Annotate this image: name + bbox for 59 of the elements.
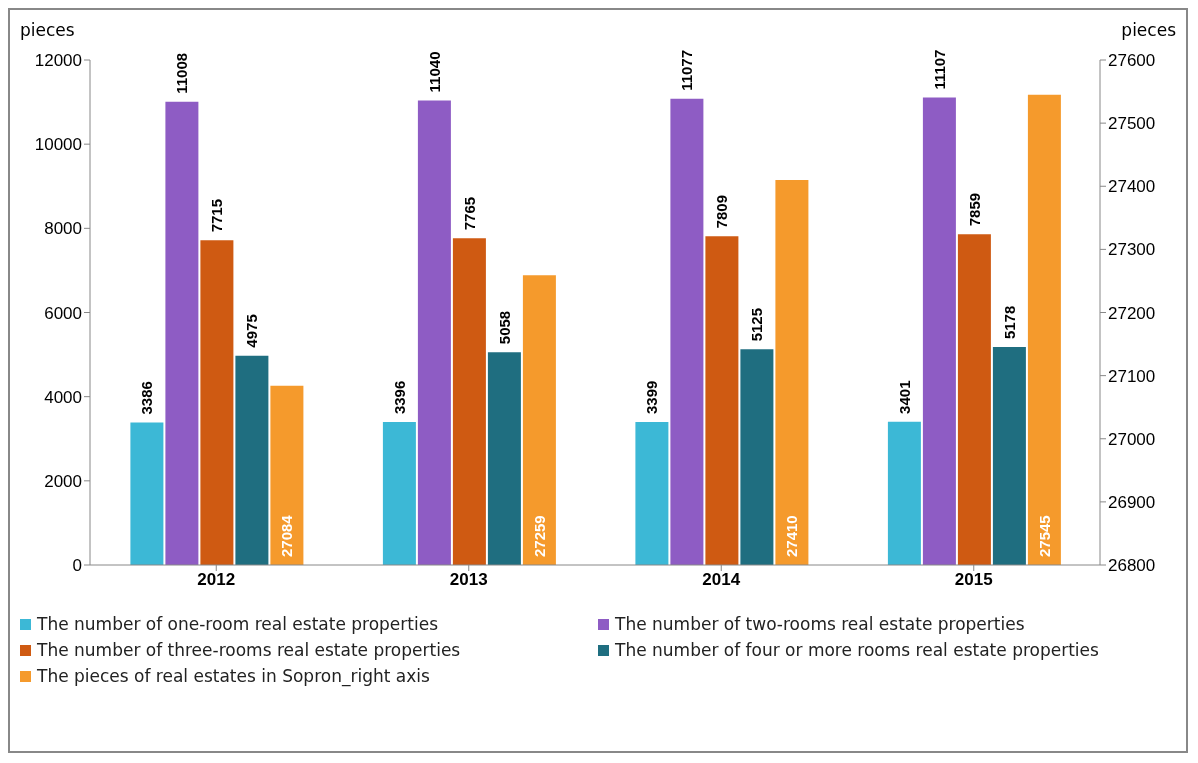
bar — [200, 240, 234, 565]
bar — [452, 238, 486, 565]
legend-label: The number of three-rooms real estate properties — [37, 640, 461, 660]
bar — [635, 421, 669, 565]
bar — [670, 98, 704, 565]
data-label: 27545 — [1035, 515, 1053, 557]
bar — [382, 422, 416, 565]
data-label: 3399 — [643, 380, 661, 414]
data-label: 27084 — [278, 514, 296, 557]
y2-tick-label: 27100 — [1108, 366, 1156, 386]
legend-label: The number of one-room real estate properties — [37, 614, 439, 634]
bar — [887, 421, 921, 565]
y2-axis-title: pieces — [1121, 20, 1176, 40]
y2-tick-label: 27200 — [1108, 303, 1156, 323]
data-label: 3401 — [895, 380, 913, 414]
y2-tick-label: 26800 — [1108, 556, 1156, 576]
y-axis-title: pieces — [20, 20, 75, 40]
y-tick-label: 10000 — [34, 135, 82, 155]
data-label: 3386 — [138, 381, 156, 415]
data-label: 7765 — [460, 196, 478, 231]
y-tick-label: 12000 — [34, 51, 82, 71]
bar — [922, 97, 956, 565]
bar — [705, 236, 739, 565]
y2-tick-label: 26900 — [1108, 492, 1156, 512]
y2-tick-label: 27600 — [1108, 51, 1156, 71]
y2-tick-label: 27400 — [1108, 177, 1156, 197]
data-label: 4975 — [243, 314, 261, 348]
x-tick-label: 2012 — [197, 570, 236, 590]
y2-tick-label: 27500 — [1108, 114, 1156, 134]
data-label: 5058 — [495, 310, 513, 345]
bar — [130, 422, 164, 565]
y-tick-label: 8000 — [44, 219, 82, 239]
data-label: 27410 — [783, 515, 801, 557]
legend-label: The number of four or more rooms real estate properties — [615, 640, 1099, 660]
data-label: 27259 — [530, 515, 548, 557]
y2-tick-label: 27300 — [1108, 240, 1156, 260]
y2-tick-label: 27000 — [1108, 429, 1156, 449]
y-tick-label: 2000 — [44, 471, 82, 491]
data-label: 11077 — [678, 49, 696, 91]
y-tick-label: 0 — [72, 556, 82, 576]
data-label: 5178 — [1000, 305, 1018, 340]
data-label: 3396 — [390, 380, 408, 415]
data-label: 5125 — [748, 307, 766, 342]
x-tick-label: 2015 — [954, 570, 993, 590]
legend-label: The number of two-rooms real estate properties — [615, 614, 1025, 634]
data-label: 11008 — [173, 52, 191, 94]
data-label: 7715 — [208, 198, 226, 233]
bar — [957, 234, 991, 565]
bar — [417, 100, 451, 565]
y-tick-label: 6000 — [44, 303, 82, 323]
legend-label: The pieces of real estates in Sopron_right axis — [37, 666, 430, 686]
data-label: 7809 — [713, 195, 731, 229]
bar — [165, 101, 199, 565]
data-label: 7859 — [965, 192, 983, 227]
data-label: 11107 — [930, 49, 948, 90]
data-label: 11040 — [425, 51, 443, 93]
x-tick-label: 2014 — [702, 570, 741, 590]
y-tick-label: 4000 — [44, 387, 82, 407]
x-tick-label: 2013 — [449, 570, 488, 590]
